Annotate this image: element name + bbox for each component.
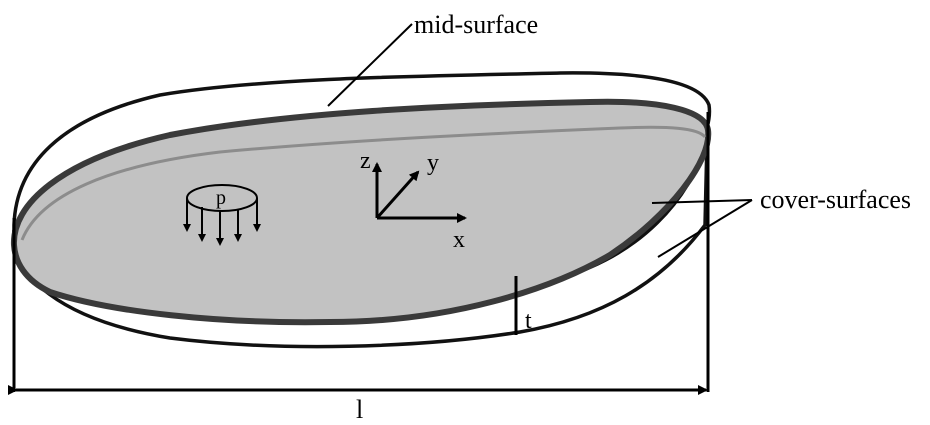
mid-surface-label: mid-surface	[414, 10, 538, 39]
axis-x-label: x	[453, 227, 465, 253]
length-label: l	[356, 395, 363, 424]
pressure-label: p	[216, 187, 226, 209]
thickness-label: t	[525, 308, 532, 334]
axis-z-label: z	[360, 148, 371, 174]
axis-y-label: y	[427, 150, 439, 176]
cover-surfaces-label: cover-surfaces	[760, 185, 911, 214]
